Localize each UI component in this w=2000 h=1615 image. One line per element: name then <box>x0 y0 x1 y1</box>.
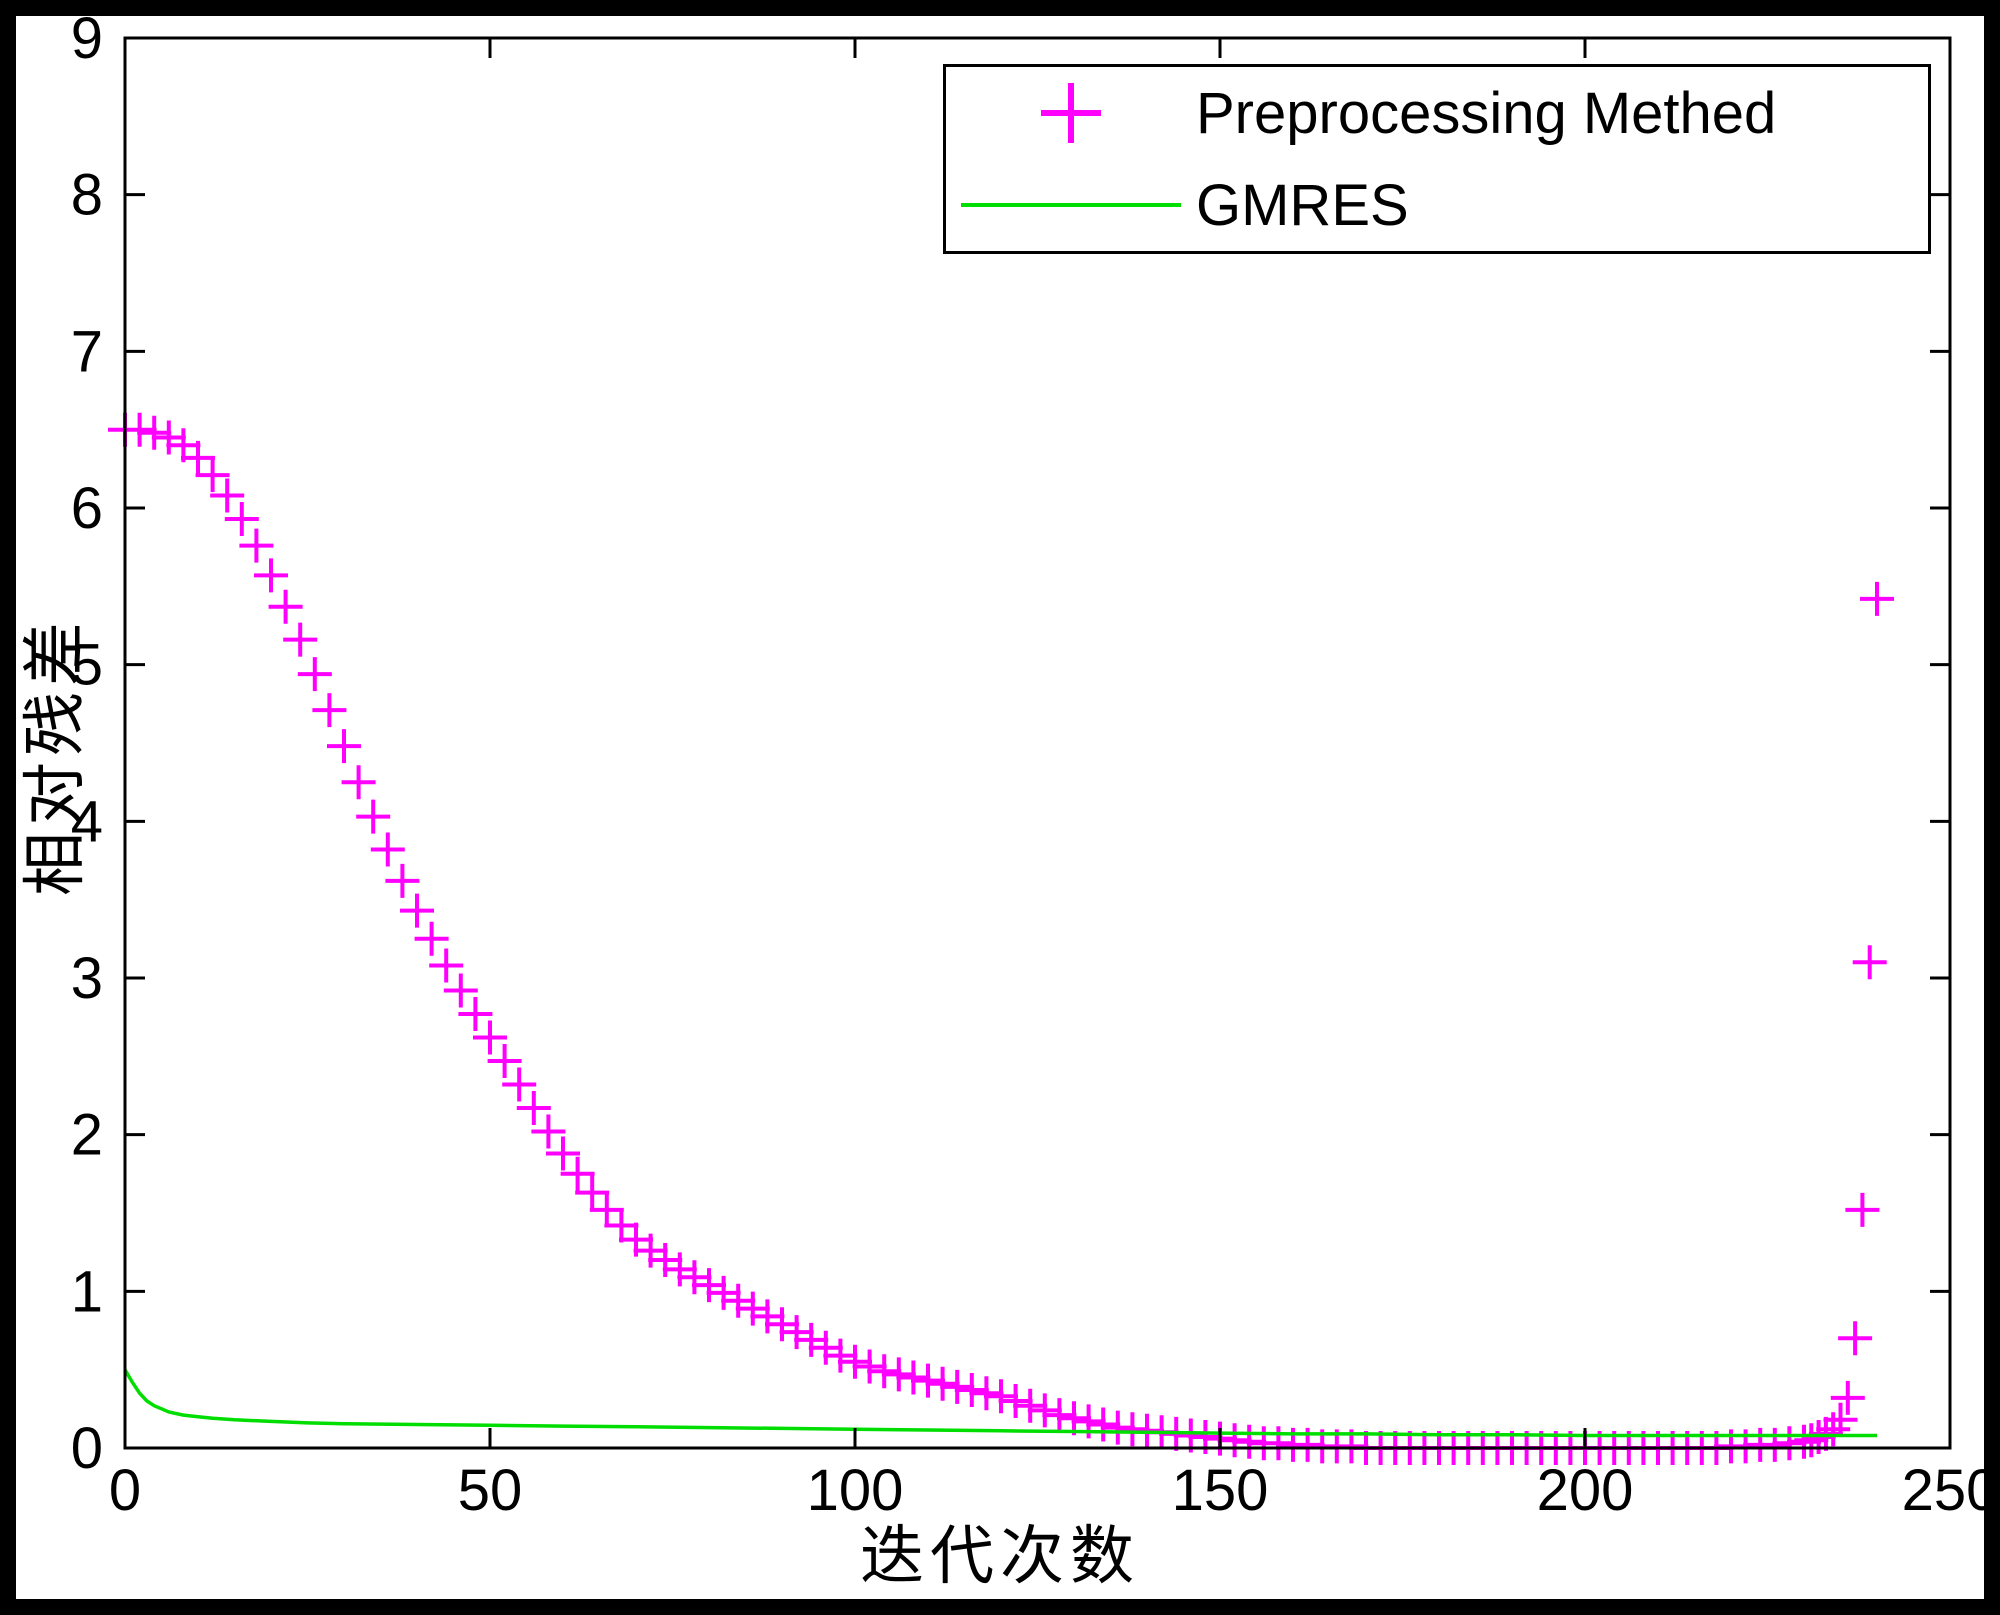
x-axis-ticks: 0 50 100 150 200 250 <box>109 38 1999 1523</box>
svg-text:250: 250 <box>1902 1458 1999 1523</box>
svg-text:9: 9 <box>71 6 103 71</box>
svg-text:4: 4 <box>71 789 103 854</box>
x-axis-label: 迭代次数 <box>860 1520 1140 1592</box>
legend: Preprocessing Methed GMRES <box>943 64 1931 254</box>
plus-marker-icon <box>1041 83 1101 143</box>
y-axis-label: 相对残差 <box>19 616 91 896</box>
svg-text:150: 150 <box>1172 1458 1269 1523</box>
svg-text:100: 100 <box>807 1458 904 1523</box>
svg-text:2: 2 <box>71 1103 103 1168</box>
axes <box>123 36 1952 1450</box>
svg-text:1: 1 <box>71 1259 103 1324</box>
canvas-background <box>16 16 1984 1599</box>
y-axis-ticks: 0 1 2 3 4 5 6 7 8 9 <box>71 6 1950 1481</box>
svg-text:200: 200 <box>1537 1458 1634 1523</box>
svg-text:3: 3 <box>71 946 103 1011</box>
legend-label-preprocessing: Preprocessing Methed <box>1196 80 1777 146</box>
legend-item-gmres: GMRES <box>946 159 1928 251</box>
legend-item-preprocessing: Preprocessing Methed <box>946 67 1928 159</box>
svg-text:0: 0 <box>71 1416 103 1481</box>
line-marker-icon <box>961 203 1181 207</box>
svg-text:50: 50 <box>458 1458 523 1523</box>
legend-label-gmres: GMRES <box>1196 172 1409 238</box>
series-gmres <box>123 1368 1877 1438</box>
svg-text:8: 8 <box>71 163 103 228</box>
svg-text:7: 7 <box>71 319 103 384</box>
svg-text:6: 6 <box>71 476 103 541</box>
svg-text:0: 0 <box>109 1458 141 1523</box>
svg-text:5: 5 <box>71 633 103 698</box>
